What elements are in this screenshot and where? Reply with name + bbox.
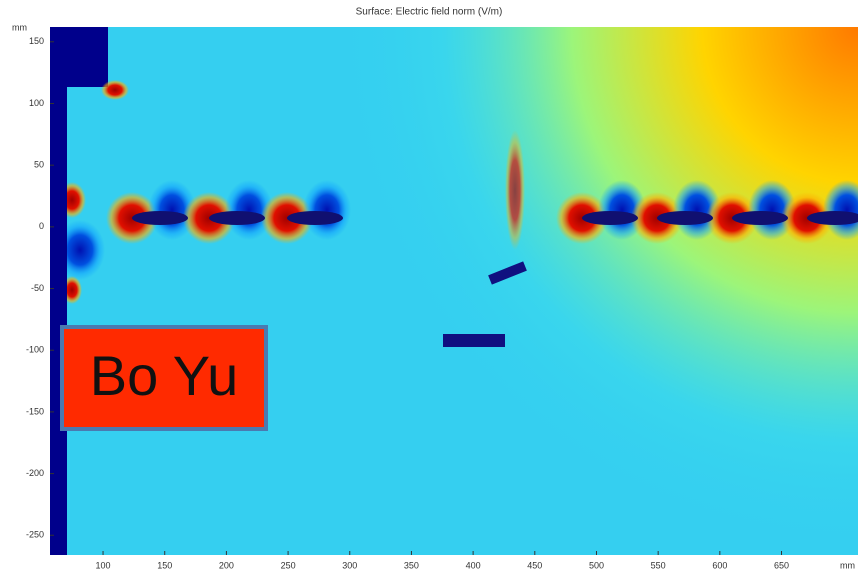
surface xyxy=(50,27,858,555)
field-halo xyxy=(823,180,858,240)
y-tick-label: 150 xyxy=(29,36,44,46)
conductor xyxy=(287,211,343,225)
conductor xyxy=(582,211,638,225)
conductor xyxy=(209,211,265,225)
y-tick-label: -200 xyxy=(26,468,44,478)
y-tick-label: -50 xyxy=(31,283,44,293)
y-tick-label: 100 xyxy=(29,98,44,108)
conductor xyxy=(132,211,188,225)
field-halo xyxy=(303,180,351,240)
chart-title: Surface: Electric field norm (V/m) xyxy=(356,7,503,18)
annotation-box xyxy=(60,325,268,431)
annotation-text: Bo Yu xyxy=(90,344,238,407)
x-tick-label: 450 xyxy=(527,560,542,570)
x-tick-label: 550 xyxy=(651,560,666,570)
y-axis-label: mm xyxy=(12,22,27,32)
x-tick-label: 250 xyxy=(281,560,296,570)
annotation: Bo Yu xyxy=(60,325,268,431)
x-tick-label: 150 xyxy=(157,560,172,570)
x-tick-label: 100 xyxy=(96,560,111,570)
x-tick-label: 300 xyxy=(342,560,357,570)
x-tick-label: 600 xyxy=(712,560,727,570)
y-tick-label: -100 xyxy=(26,345,44,355)
x-tick-label: 200 xyxy=(219,560,234,570)
conductor xyxy=(807,211,858,225)
x-axis-label: mm xyxy=(840,560,855,570)
x-tick-label: 400 xyxy=(466,560,481,570)
y-tick-label: 0 xyxy=(39,221,44,231)
x-tick-label: 650 xyxy=(774,560,789,570)
conductor xyxy=(657,211,713,225)
x-tick-label: 500 xyxy=(589,560,604,570)
y-tick-label: -250 xyxy=(26,530,44,540)
y-tick-label: -150 xyxy=(26,406,44,416)
y-tick-label: 50 xyxy=(34,160,44,170)
x-tick-label: 350 xyxy=(404,560,419,570)
conductor xyxy=(732,211,788,225)
field-halo xyxy=(55,220,105,280)
